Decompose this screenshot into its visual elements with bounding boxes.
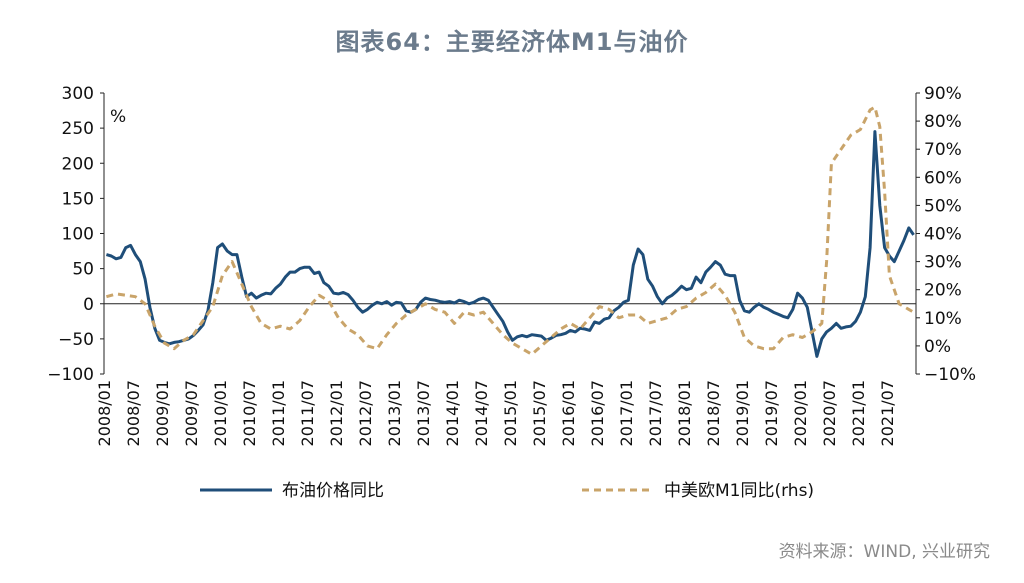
right-tick-label: 50% — [924, 196, 962, 216]
right-tick-label: 0% — [924, 337, 951, 357]
chart-title: 图表64：主要经济体M1与油价 — [335, 28, 689, 56]
source-note: 资料来源：WIND, 兴业研究 — [778, 542, 990, 562]
x-tick-label: 2021/01 — [849, 380, 868, 446]
left-tick-label: 0 — [83, 295, 94, 315]
right-tick-label: 30% — [924, 253, 962, 273]
x-tick-label: 2014/07 — [472, 380, 491, 446]
left-axis-unit: % — [110, 107, 126, 127]
x-tick-label: 2009/07 — [182, 380, 201, 446]
x-tick-label: 2011/07 — [298, 380, 317, 446]
right-tick-label: 40% — [924, 225, 962, 245]
right-tick-label: −10% — [924, 365, 976, 385]
x-tick-label: 2020/07 — [820, 380, 839, 446]
x-tick-label: 2019/01 — [733, 380, 752, 446]
left-tick-label: −50 — [58, 330, 94, 350]
x-tick-label: 2014/01 — [443, 380, 462, 446]
x-tick-label: 2010/07 — [240, 380, 259, 446]
legend-label: 中美欧M1同比(rhs) — [664, 481, 814, 501]
right-axis: 90% 80% 70% 60% 50% 40% 30% 20% 10% 0% −10% — [915, 84, 976, 385]
x-tick-label: 2016/07 — [588, 380, 607, 446]
x-tick-label: 2013/07 — [414, 380, 433, 446]
plot-area — [104, 105, 916, 358]
right-tick-label: 80% — [924, 112, 962, 132]
x-tick-label: 2018/07 — [704, 380, 723, 446]
x-tick-label: 2008/07 — [124, 380, 143, 446]
series-line-m1-yoy — [105, 105, 915, 356]
left-axis: 300 250 200 150 100 50 0 −50 −100% — [47, 84, 126, 385]
legend-label: 布油价格同比 — [282, 481, 384, 501]
x-tick-label: 2012/01 — [327, 380, 346, 446]
legend: 布油价格同比 中美欧M1同比(rhs) — [200, 481, 814, 501]
x-tick-label: 2015/07 — [530, 380, 549, 446]
right-tick-label: 90% — [924, 84, 962, 104]
x-tick-label: 2021/07 — [878, 380, 897, 446]
x-tick-label: 2017/01 — [617, 380, 636, 446]
right-tick-label: 10% — [924, 309, 962, 329]
left-tick-label: 300 — [62, 84, 94, 104]
left-tick-label: 200 — [62, 154, 94, 174]
x-tick-label: 2015/01 — [501, 380, 520, 446]
x-tick-label: 2010/01 — [211, 380, 230, 446]
x-tick-label: 2016/01 — [559, 380, 578, 446]
left-tick-label: −100 — [47, 365, 94, 385]
x-tick-label: 2009/01 — [153, 380, 172, 446]
x-tick-label: 2008/01 — [95, 380, 114, 446]
x-tick-label: 2019/07 — [762, 380, 781, 446]
left-tick-label: 100 — [62, 225, 94, 245]
series-line-brent-oil-yoy — [105, 130, 915, 358]
x-tick-label: 2017/07 — [646, 380, 665, 446]
right-tick-label: 20% — [924, 281, 962, 301]
x-tick-label: 2013/01 — [385, 380, 404, 446]
x-axis: 2008/01 2008/07 2009/01 2009/07 2010/01 2010/… — [95, 380, 897, 446]
x-tick-label: 2011/01 — [269, 380, 288, 446]
left-tick-label: 50 — [72, 260, 94, 280]
x-tick-label: 2020/01 — [791, 380, 810, 446]
x-tick-label: 2012/07 — [356, 380, 375, 446]
x-tick-label: 2018/01 — [675, 380, 694, 446]
right-tick-label: 60% — [924, 168, 962, 188]
left-tick-label: 150 — [62, 189, 94, 209]
left-tick-label: 250 — [62, 119, 94, 139]
right-tick-label: 70% — [924, 140, 962, 160]
